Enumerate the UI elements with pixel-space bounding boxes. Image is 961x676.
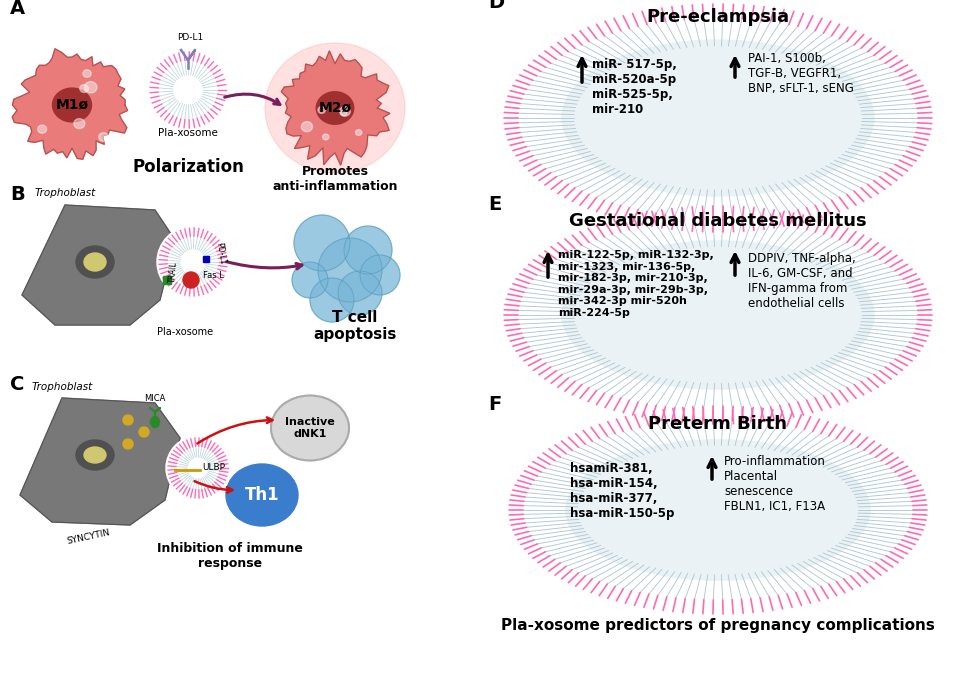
Text: PAI-1, S100b,
TGF-B, VEGFR1,
BNP, sFLT-1, sENG: PAI-1, S100b, TGF-B, VEGFR1, BNP, sFLT-1… [748, 52, 853, 95]
Ellipse shape [503, 400, 932, 620]
Text: E: E [487, 195, 501, 214]
Ellipse shape [309, 278, 354, 322]
Text: F: F [487, 395, 501, 414]
Ellipse shape [76, 440, 114, 470]
Ellipse shape [123, 415, 133, 425]
Text: PD-L1: PD-L1 [213, 242, 227, 266]
Ellipse shape [74, 118, 85, 128]
Text: miR-122-5p, miR-132-3p,
mir-1323, mir-136-5p,
mir-182-3p, mir-210-3p,
mir-29a-3p: miR-122-5p, miR-132-3p, mir-1323, mir-13… [557, 250, 713, 318]
Ellipse shape [183, 272, 199, 288]
Ellipse shape [99, 132, 109, 141]
Ellipse shape [318, 238, 382, 302]
Ellipse shape [294, 215, 350, 271]
Polygon shape [20, 398, 180, 525]
Text: Pla-xosome: Pla-xosome [157, 327, 212, 337]
Text: Inactive
dNK1: Inactive dNK1 [284, 417, 334, 439]
Bar [203, 256, 209, 262]
Text: Pla-xosome predictors of pregnancy complications: Pla-xosome predictors of pregnancy compl… [501, 618, 934, 633]
Ellipse shape [359, 255, 400, 295]
Ellipse shape [150, 416, 160, 427]
Ellipse shape [148, 50, 228, 130]
Ellipse shape [301, 122, 312, 132]
Ellipse shape [76, 246, 114, 278]
Text: Promotes
anti-inflammation: Promotes anti-inflammation [272, 165, 397, 193]
Ellipse shape [355, 130, 361, 135]
Ellipse shape [561, 241, 874, 389]
Ellipse shape [561, 40, 874, 196]
Ellipse shape [226, 464, 298, 526]
Ellipse shape [83, 70, 91, 77]
Ellipse shape [37, 125, 46, 133]
Ellipse shape [316, 92, 354, 124]
Ellipse shape [498, 200, 937, 430]
Text: PD-L1: PD-L1 [177, 33, 203, 42]
Polygon shape [281, 51, 389, 165]
Text: TRAIL: TRAIL [167, 261, 178, 283]
Ellipse shape [264, 43, 405, 173]
Ellipse shape [340, 110, 347, 116]
Text: Trophoblast: Trophoblast [32, 382, 92, 392]
Text: Fas L: Fas L [203, 272, 224, 281]
Ellipse shape [84, 253, 106, 271]
Ellipse shape [322, 134, 329, 140]
Text: T cell
apoptosis: T cell apoptosis [313, 310, 396, 343]
Text: M2ø: M2ø [318, 101, 351, 115]
Text: Trophoblast: Trophoblast [35, 188, 95, 198]
Ellipse shape [167, 69, 209, 111]
Polygon shape [22, 205, 175, 325]
Bar [162, 276, 171, 284]
Polygon shape [12, 49, 128, 160]
Text: M1ø: M1ø [56, 98, 88, 112]
Ellipse shape [80, 84, 88, 93]
Text: SYNCYTIN: SYNCYTIN [65, 528, 111, 546]
Text: C: C [10, 375, 24, 394]
Ellipse shape [157, 226, 229, 298]
Ellipse shape [123, 439, 133, 449]
Text: Pla-xosome: Pla-xosome [158, 128, 218, 138]
Text: A: A [10, 0, 25, 18]
Text: D: D [487, 0, 504, 12]
Ellipse shape [183, 453, 213, 483]
Ellipse shape [498, 0, 937, 238]
Ellipse shape [337, 271, 382, 315]
Text: Preterm Birth: Preterm Birth [648, 415, 787, 433]
Text: Inhibition of immune
response: Inhibition of immune response [157, 542, 303, 570]
Text: Pro-inflammation
Placental
senescence
FBLN1, IC1, F13A: Pro-inflammation Placental senescence FB… [724, 455, 825, 513]
Ellipse shape [565, 440, 869, 580]
Ellipse shape [317, 107, 325, 114]
Ellipse shape [138, 427, 149, 437]
Ellipse shape [175, 244, 211, 280]
Text: miR- 517-5p,
miR-520a-5p
miR-525-5p,
mir-210: miR- 517-5p, miR-520a-5p miR-525-5p, mir… [591, 58, 677, 116]
Ellipse shape [344, 226, 391, 274]
Text: Polarization: Polarization [132, 158, 244, 176]
Ellipse shape [85, 82, 97, 93]
Text: MICA: MICA [144, 394, 165, 403]
Text: hsamiR-381,
hsa-miR-154,
hsa-miR-377,
hsa-miR-150-5p: hsamiR-381, hsa-miR-154, hsa-miR-377, hs… [570, 462, 674, 520]
Ellipse shape [53, 88, 91, 122]
Text: B: B [10, 185, 25, 204]
Text: DDPIV, TNF-alpha,
IL-6, GM-CSF, and
IFN-gamma from
endothelial cells: DDPIV, TNF-alpha, IL-6, GM-CSF, and IFN-… [748, 252, 855, 310]
Ellipse shape [271, 395, 349, 460]
Text: Th1: Th1 [244, 486, 279, 504]
Ellipse shape [292, 262, 328, 298]
Text: ULBP: ULBP [202, 464, 225, 473]
Text: Gestational diabetes mellitus: Gestational diabetes mellitus [569, 212, 866, 230]
Text: Pre-eclampsia: Pre-eclampsia [646, 8, 789, 26]
Ellipse shape [84, 447, 106, 463]
Ellipse shape [166, 436, 230, 500]
Ellipse shape [339, 107, 350, 116]
